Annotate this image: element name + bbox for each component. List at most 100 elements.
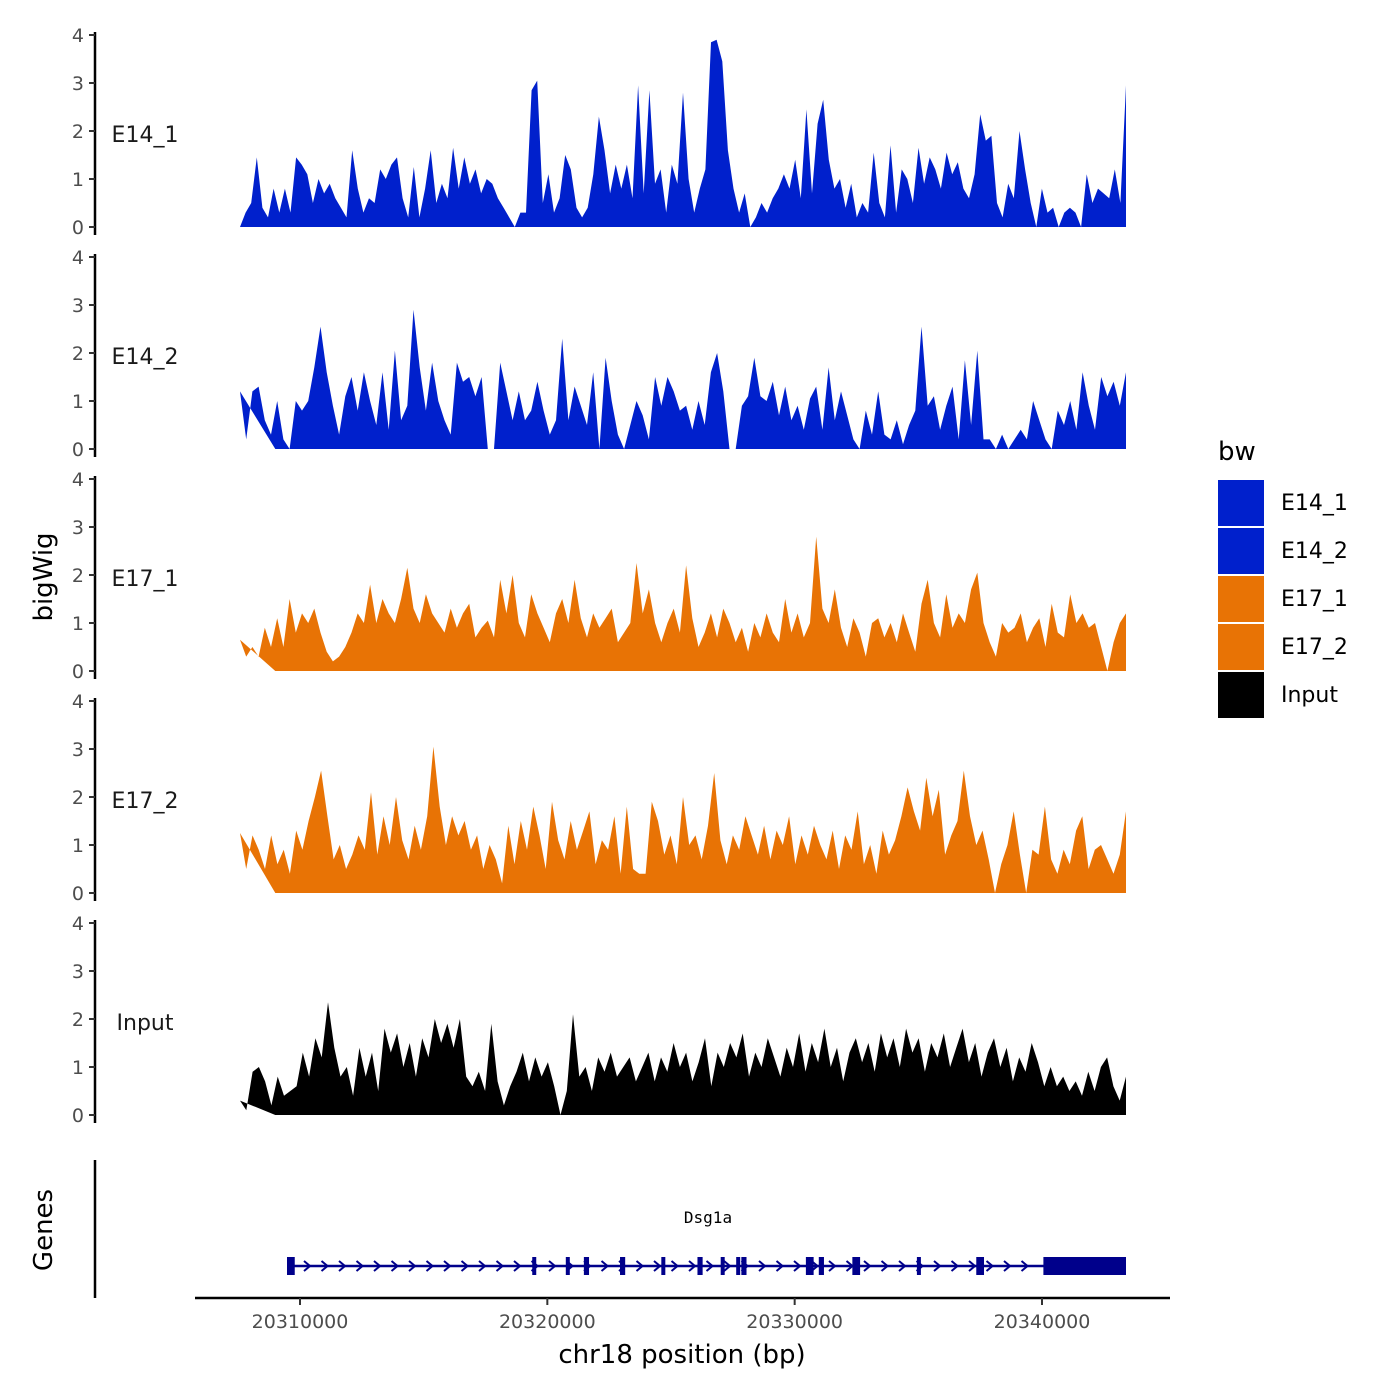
- strand-arrow: [303, 1260, 312, 1272]
- x-axis-title: chr18 position (bp): [558, 1340, 805, 1370]
- genes-axis-title: Genes: [29, 1189, 59, 1271]
- strand-arrow: [880, 1260, 890, 1272]
- strand-arrow: [600, 1260, 610, 1272]
- y-tick-label: 1: [72, 1057, 84, 1079]
- strand-arrow: [793, 1260, 802, 1272]
- legend-label-E14_1: E14_1: [1281, 491, 1348, 516]
- strand-arrow: [373, 1260, 382, 1272]
- y-tick-label: 3: [72, 73, 84, 95]
- legend-swatch-E17_2: [1218, 624, 1264, 670]
- track-E14_1: 0 1 2 3 4 E14_1: [72, 25, 1126, 239]
- track-label: E17_2: [112, 789, 179, 814]
- strand-arrow: [338, 1260, 347, 1272]
- gene-exon: [976, 1257, 985, 1275]
- gene-exon: [697, 1257, 703, 1275]
- strand-arrow: [968, 1260, 977, 1272]
- strand-arrow: [723, 1260, 732, 1272]
- strand-arrow: [390, 1260, 400, 1272]
- gene-exon: [532, 1257, 537, 1275]
- legend-swatch-E14_2: [1218, 528, 1264, 574]
- legend-swatch-Input: [1218, 672, 1264, 718]
- legend: bw E14_1 E14_2 E17_1 E17_2 Input: [1218, 437, 1348, 718]
- strand-arrow: [950, 1260, 960, 1272]
- y-tick-label: 2: [72, 1009, 84, 1031]
- track-E17_2: 0 1 2 3 4 E17_2: [72, 691, 1126, 905]
- strand-arrow: [548, 1260, 557, 1272]
- track-label: Input: [117, 1011, 174, 1036]
- gene-exon: [852, 1257, 861, 1275]
- genes-panel: Dsg1a: [93, 1160, 1126, 1298]
- track-panels: 0 1 2 3 4 E14_1 0 1 2 3 4 E14_2 0 1 2 3 4 E17_1 0 1 2 3 4 E17_2…: [72, 25, 1126, 1127]
- strand-arrow: [705, 1260, 715, 1272]
- strand-arrow: [635, 1260, 645, 1272]
- strand-arrow: [1020, 1260, 1030, 1272]
- y-tick-label: 0: [72, 439, 84, 461]
- track-Input: 0 1 2 3 4 Input: [72, 913, 1126, 1127]
- legend-label-Input: Input: [1281, 683, 1338, 708]
- y-tick-label: 3: [72, 739, 84, 761]
- strand-arrow: [513, 1260, 522, 1272]
- y-tick-label: 0: [72, 217, 84, 239]
- y-axis-title: bigWig: [29, 532, 59, 621]
- y-tick-label: 4: [72, 25, 84, 47]
- strand-arrow: [758, 1260, 767, 1272]
- x-tick-label: 20310000: [252, 1311, 349, 1333]
- y-tick-label: 1: [72, 613, 84, 635]
- y-tick-label: 0: [72, 1105, 84, 1127]
- signal-area-Input: [240, 1002, 1126, 1115]
- track-E14_2: 0 1 2 3 4 E14_2: [72, 247, 1126, 461]
- strand-arrow: [933, 1260, 942, 1272]
- y-tick-label: 4: [72, 247, 84, 269]
- strand-arrow: [1003, 1260, 1012, 1272]
- track-label: E14_1: [112, 123, 179, 148]
- gene-exon: [583, 1257, 590, 1275]
- strand-arrow: [775, 1260, 785, 1272]
- y-tick-label: 4: [72, 469, 84, 491]
- track-label: E14_2: [112, 345, 179, 370]
- x-axis: 20310000 20320000 20330000 20340000: [195, 1296, 1170, 1333]
- strand-arrow: [828, 1260, 837, 1272]
- y-tick-label: 1: [72, 835, 84, 857]
- track-E17_1: 0 1 2 3 4 E17_1: [72, 469, 1126, 683]
- y-tick-label: 3: [72, 295, 84, 317]
- strand-arrow: [355, 1260, 365, 1272]
- x-tick-label: 20320000: [499, 1311, 596, 1333]
- gene-exon: [620, 1257, 626, 1275]
- gene-exon: [818, 1257, 824, 1275]
- signal-area-E14_1: [240, 39, 1126, 227]
- gene-exon: [916, 1257, 921, 1275]
- gene-name-label: Dsg1a: [684, 1208, 732, 1227]
- x-tick-label: 20340000: [994, 1311, 1091, 1333]
- strand-arrow: [460, 1260, 470, 1272]
- y-tick-label: 2: [72, 121, 84, 143]
- gene-exon: [741, 1257, 747, 1275]
- y-tick-label: 2: [72, 565, 84, 587]
- y-tick-label: 0: [72, 661, 84, 683]
- y-tick-label: 1: [72, 169, 84, 191]
- gene-exon: [736, 1257, 741, 1275]
- y-tick-label: 2: [72, 787, 84, 809]
- y-tick-label: 4: [72, 913, 84, 935]
- legend-swatch-E17_1: [1218, 576, 1264, 622]
- strand-arrow: [408, 1260, 417, 1272]
- legend-label-E17_1: E17_1: [1281, 587, 1348, 612]
- strand-arrow: [898, 1260, 907, 1272]
- y-tick-label: 4: [72, 691, 84, 713]
- y-tick-label: 2: [72, 343, 84, 365]
- strand-arrow: [688, 1260, 697, 1272]
- strand-arrow: [653, 1260, 662, 1272]
- y-tick-label: 0: [72, 883, 84, 905]
- legend-label-E17_2: E17_2: [1281, 635, 1348, 660]
- legend-title: bw: [1218, 437, 1256, 467]
- y-tick-label: 1: [72, 391, 84, 413]
- y-tick-label: 3: [72, 517, 84, 539]
- y-tick-label: 3: [72, 961, 84, 983]
- signal-area-E14_2: [240, 309, 1126, 449]
- strand-arrow: [425, 1260, 435, 1272]
- strand-arrow: [863, 1260, 872, 1272]
- strand-arrow: [443, 1260, 452, 1272]
- legend-label-E14_2: E14_2: [1281, 539, 1348, 564]
- strand-arrow: [495, 1260, 505, 1272]
- signal-area-E17_2: [240, 746, 1126, 893]
